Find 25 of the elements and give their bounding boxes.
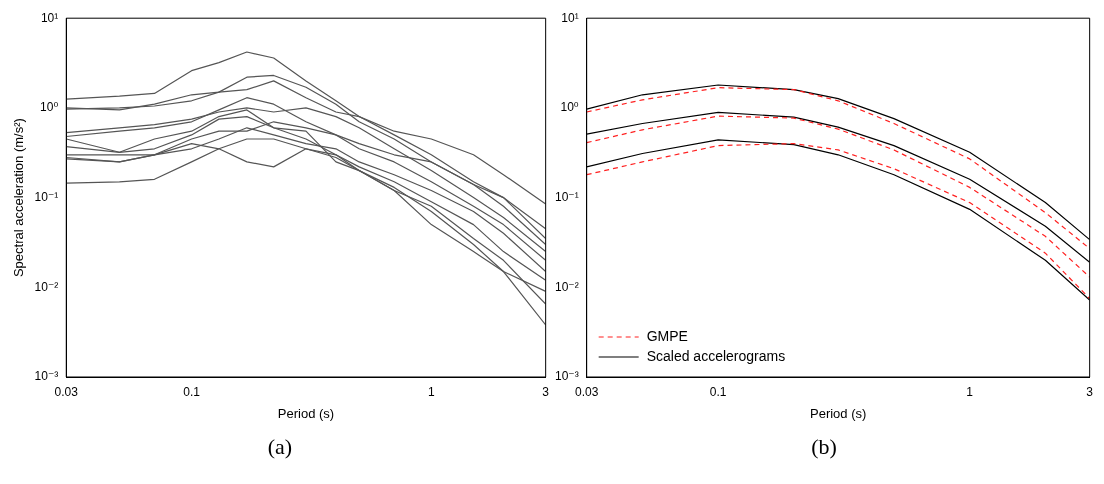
x-tick-label: 1	[966, 384, 974, 399]
x-axis-title: Period (s)	[277, 405, 335, 421]
y-tick-label: 10⁰	[560, 100, 579, 115]
x-tick-label: 0.03	[575, 384, 599, 399]
y-tick-label: 10⁻¹	[554, 189, 579, 204]
x-tick-label: 0.1	[183, 384, 201, 399]
legend-label: Scaled accelerograms	[646, 347, 786, 364]
y-tick-label: 10⁰	[40, 100, 59, 115]
text: (b)	[810, 434, 838, 460]
x-tick-label: 0.03	[54, 384, 79, 399]
y-axis-title: Spectral acceleration (m/s²)	[11, 118, 27, 278]
y-tick-label: 10⁻¹	[34, 189, 59, 204]
y-tick-label: 10⁻³	[554, 369, 579, 384]
y-tick-label: 10⁻²	[34, 279, 59, 294]
x-tick-label: 3	[1086, 384, 1094, 399]
legend-label: GMPE	[646, 327, 688, 344]
y-tick-label: 10⁻³	[34, 369, 59, 384]
x-tick-label: 1	[427, 384, 435, 399]
x-tick-label: 3	[542, 384, 550, 399]
y-tick-label: 10¹	[561, 10, 579, 25]
y-tick-label: 10⁻²	[554, 279, 579, 294]
y-tick-label: 10¹	[40, 10, 59, 25]
x-axis-title: Period (s)	[809, 405, 867, 421]
x-tick-label: 0.1	[709, 384, 727, 399]
text: (a)	[266, 434, 294, 460]
